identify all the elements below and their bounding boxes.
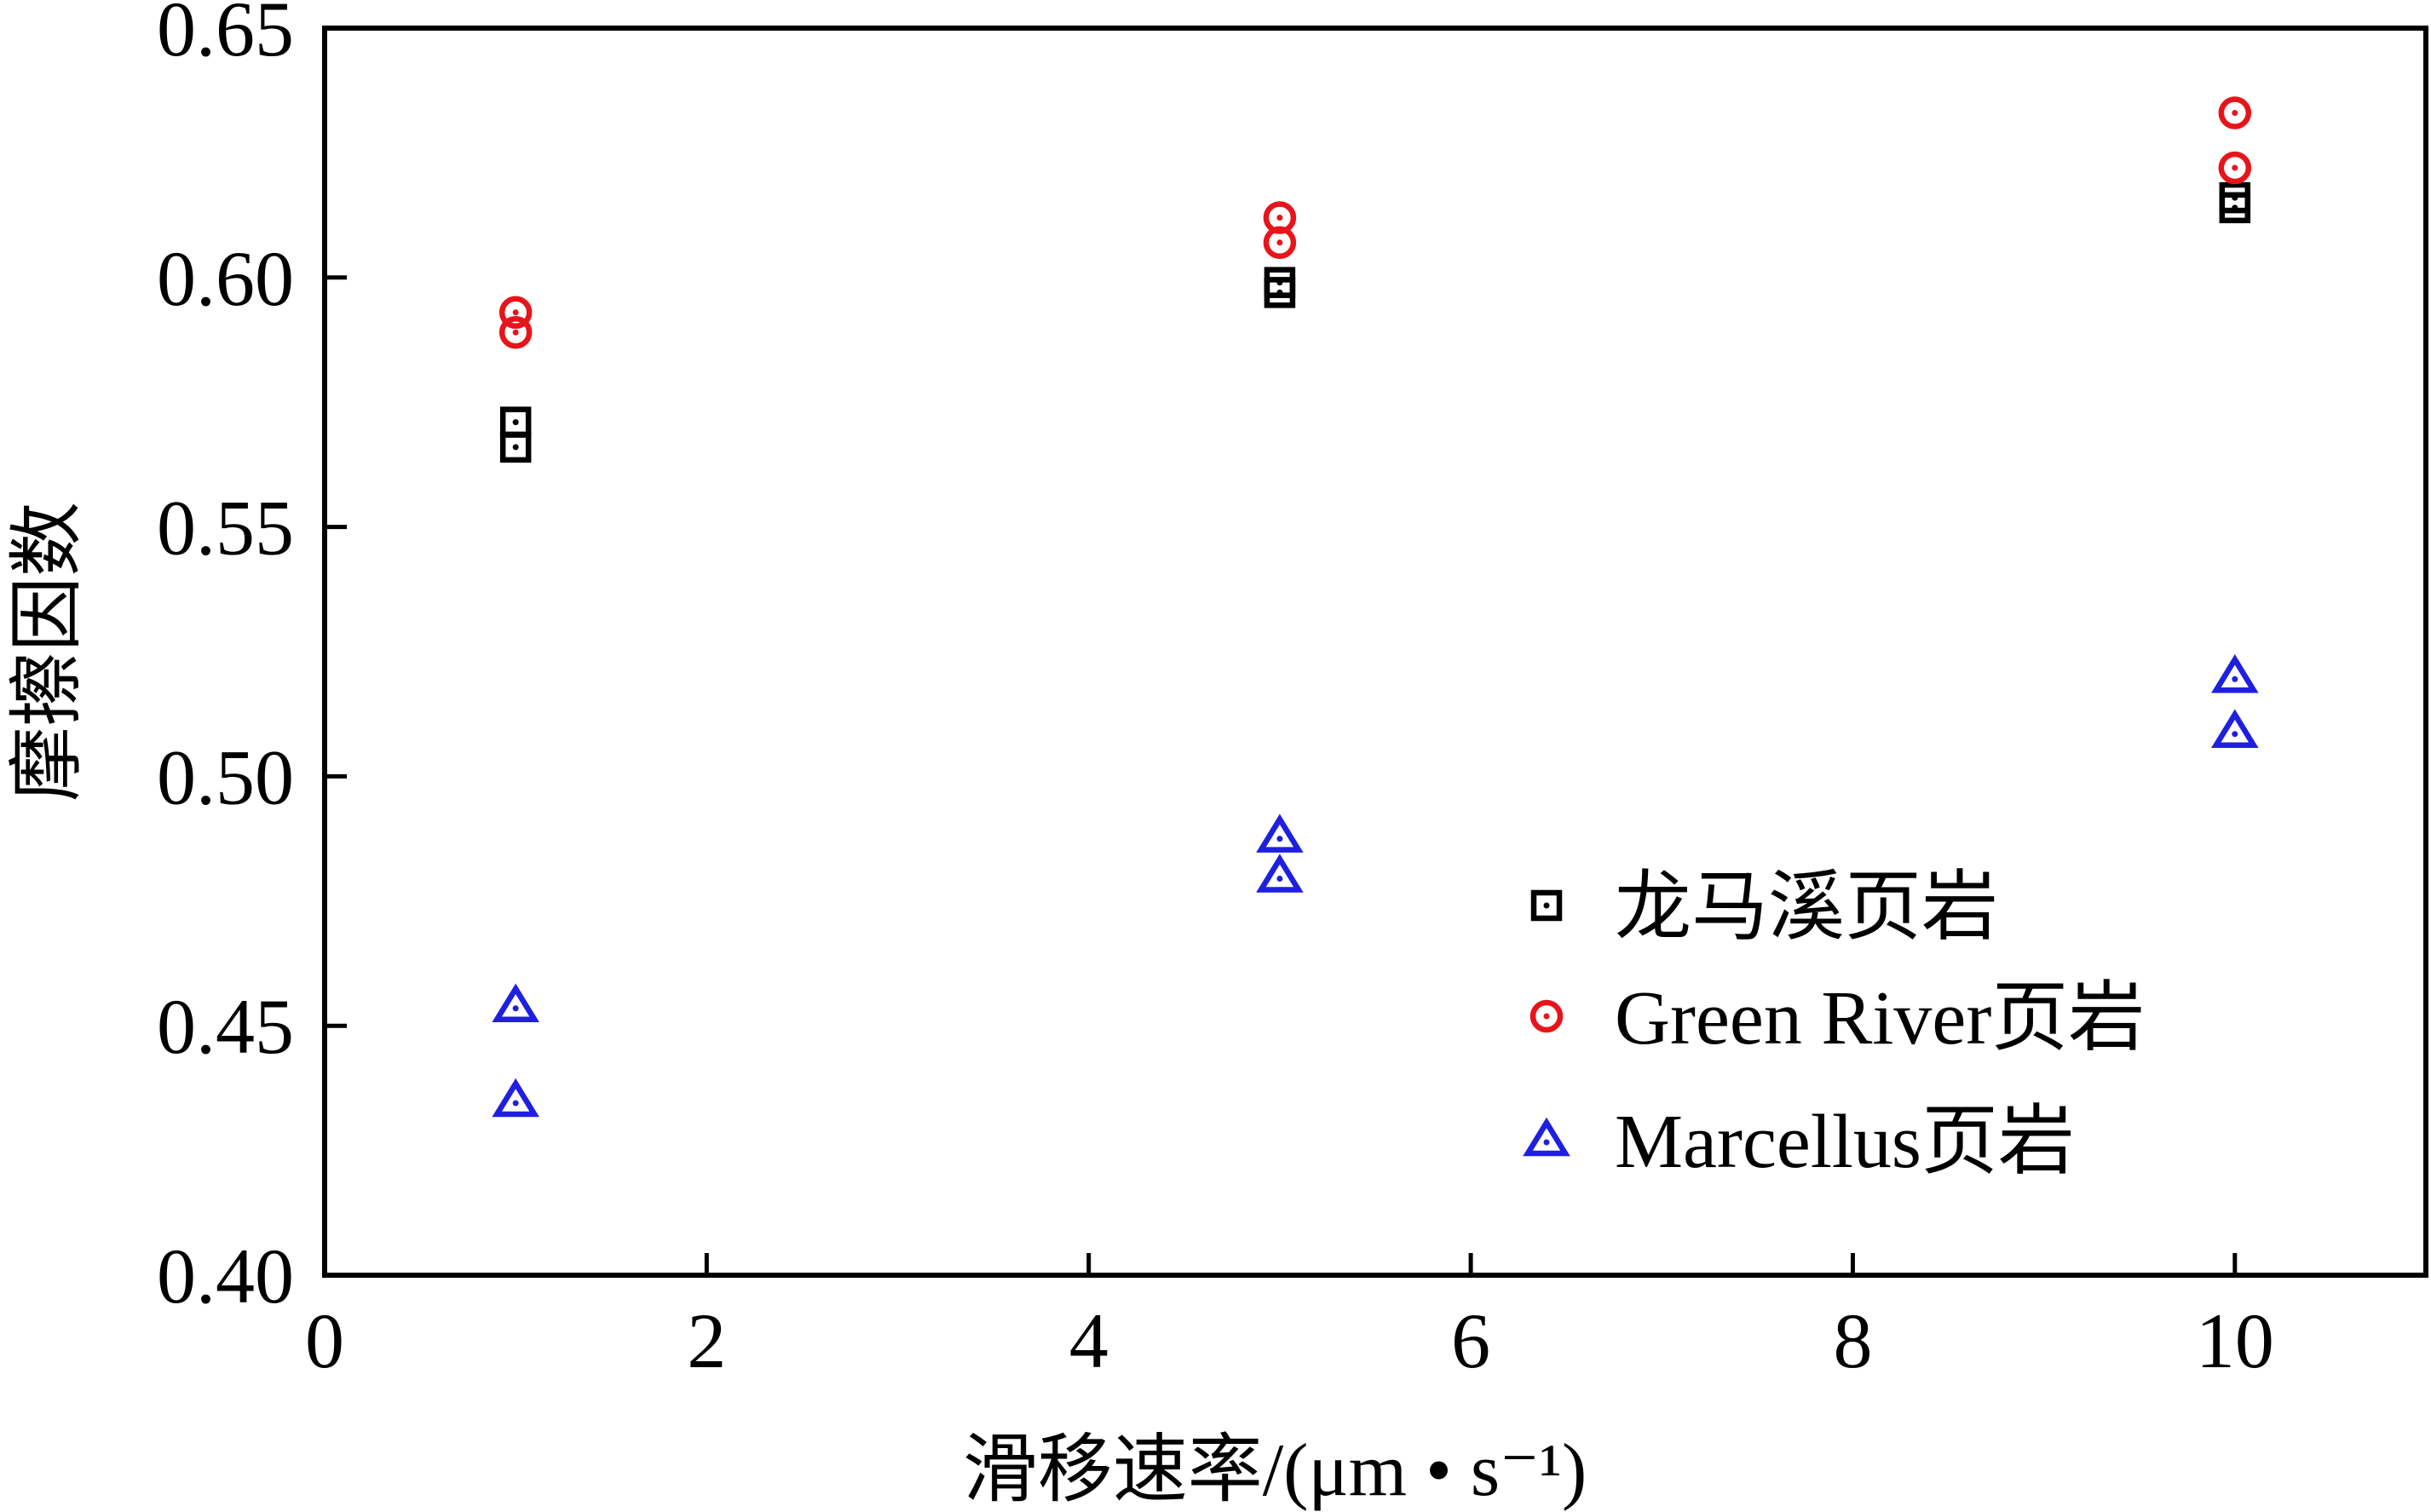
data-point — [492, 983, 539, 1023]
y-tick-label: 0.55 — [157, 485, 294, 572]
x-axis-label: 滑移速率/(μm • s⁻¹) — [963, 1429, 1587, 1512]
data-point — [1263, 226, 1297, 260]
data-point — [1264, 277, 1296, 308]
y-tick-label: 0.50 — [157, 733, 294, 820]
data-point — [1256, 813, 1304, 853]
plot-frame — [322, 26, 2428, 1278]
x-tick-label: 2 — [687, 1297, 726, 1384]
data-point — [492, 1078, 539, 1118]
legend-marker — [1530, 889, 1563, 922]
data-point — [1256, 854, 1304, 893]
legend-marker — [1523, 1117, 1570, 1157]
axis-ticks — [325, 275, 2238, 1275]
data-point — [2211, 654, 2259, 693]
x-tick-label: 8 — [1833, 1297, 1872, 1384]
x-tick-label: 10 — [2196, 1297, 2274, 1384]
y-tick-label: 0.45 — [157, 983, 294, 1070]
y-tick-label: 0.40 — [157, 1233, 294, 1319]
legend-marker — [1529, 999, 1564, 1033]
data-point — [2219, 192, 2251, 224]
y-tick-label: 0.60 — [157, 235, 294, 322]
x-tick-label: 6 — [1451, 1297, 1490, 1384]
data-point — [499, 406, 532, 438]
data-point — [498, 296, 533, 330]
data-point — [498, 315, 533, 349]
y-axis-label: 摩擦因数 — [7, 502, 89, 802]
data-point — [2211, 709, 2259, 748]
legend-label: Green River页岩 — [1615, 976, 2145, 1061]
axis-tick-labels: 0 2 4 6 8 10 0.40 0.45 0.50 0.55 0.60 0.65 — [157, 0, 2274, 1384]
data-point — [2218, 151, 2252, 185]
legend-label: 龙马溪页岩 — [1615, 865, 1998, 950]
x-tick-label: 4 — [1069, 1297, 1109, 1384]
y-tick-label: 0.65 — [157, 0, 294, 72]
legend-label: Marcellus页岩 — [1615, 1100, 2075, 1184]
x-tick-label: 0 — [305, 1297, 344, 1384]
plot-area — [322, 26, 2428, 1278]
data-point — [2218, 96, 2252, 129]
data-points — [492, 96, 2259, 1118]
data-point — [499, 431, 532, 463]
legend: 龙马溪页岩 Green River页岩 Marcellus页岩 — [1523, 865, 2145, 1184]
